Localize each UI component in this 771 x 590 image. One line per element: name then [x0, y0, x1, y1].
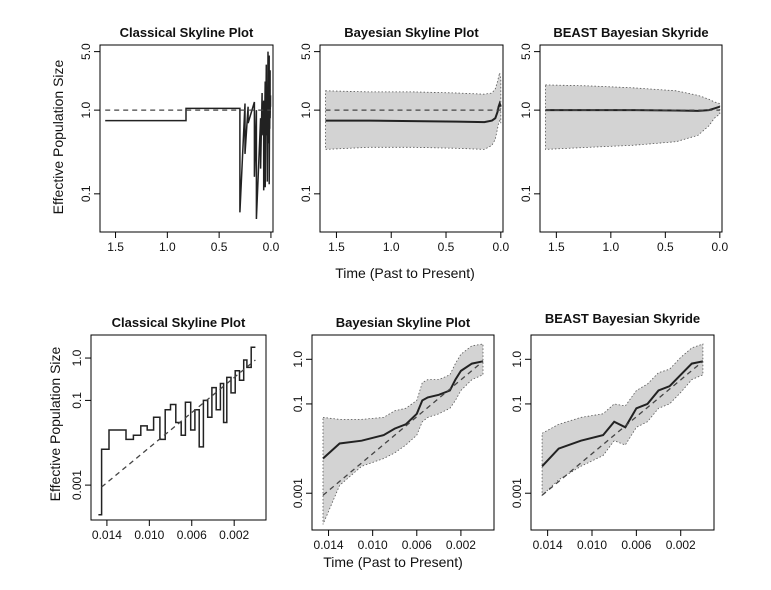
- y-tick-label: 0.001: [70, 470, 84, 500]
- panel-title: BEAST Bayesian Skyride: [553, 25, 708, 40]
- y-tick-label: 0.1: [510, 395, 524, 412]
- x-tick-label: 0.006: [402, 538, 432, 552]
- median-line: [322, 360, 484, 460]
- x-tick-label: 0.002: [666, 538, 696, 552]
- median-line: [325, 100, 502, 124]
- x-tick-label: 1.0: [602, 240, 619, 254]
- plot-area: [98, 346, 256, 516]
- y-tick-label: 0.1: [70, 392, 84, 409]
- chart-panel-3: BEAST Bayesian Skyride 1.5 1.0 0.5 0.0 0.1 1.0…: [519, 25, 728, 254]
- plot-frame: [99, 44, 274, 233]
- x-tick-label: 0.0: [263, 240, 280, 254]
- chart-panel-5: Bayesian Skyline Plot 0.014 0.010 0.006 0.00…: [291, 315, 495, 552]
- y-tick-label: 1.0: [70, 349, 84, 366]
- y-tick-label: 0.1: [299, 185, 313, 202]
- true-population-line: [541, 360, 704, 496]
- x-tick-label: 0.002: [446, 538, 476, 552]
- x-tick-label: 0.014: [314, 538, 344, 552]
- chart-panel-4: Classical Skyline Plot 0.014 0.010 0.006 0.0…: [70, 315, 267, 542]
- y-tick-label: 5.0: [299, 43, 313, 60]
- plot-frame: [90, 334, 267, 521]
- plot-frame: [319, 44, 504, 233]
- shared-ylabel-top: Effective Population Size: [50, 59, 66, 214]
- y-tick-label: 1.0: [299, 101, 313, 118]
- x-tick-label: 1.0: [159, 240, 176, 254]
- x-tick-label: 0.002: [219, 528, 249, 542]
- y-tick-label: 1.0: [519, 101, 533, 118]
- plot-frame: [539, 44, 723, 233]
- plot-area: [322, 343, 484, 525]
- plot-area: [541, 343, 704, 497]
- plot-frame: [530, 334, 715, 531]
- x-tick-label: 0.010: [134, 528, 164, 542]
- true-population-line: [101, 359, 256, 488]
- panel-title: BEAST Bayesian Skyride: [545, 311, 700, 326]
- x-tick-label: 1.0: [383, 240, 400, 254]
- x-tick-label: 0.5: [657, 240, 674, 254]
- x-tick-label: 1.5: [328, 240, 345, 254]
- skyline-step-line: [105, 51, 272, 220]
- x-tick-label: 1.5: [548, 240, 565, 254]
- y-tick-label: 1.0: [510, 351, 524, 368]
- panel-title: Bayesian Skyline Plot: [344, 25, 479, 40]
- y-tick-label: 0.001: [291, 478, 305, 508]
- x-tick-label: 0.014: [92, 528, 122, 542]
- chart-panel-1: Classical Skyline Plot 1.5 1.0 0.5 0.0 0.1 1.0…: [79, 25, 280, 254]
- credible-interval-band: [541, 343, 704, 497]
- y-tick-label: 0.1: [79, 185, 93, 202]
- plot-area: [325, 72, 502, 150]
- x-tick-label: 0.5: [438, 240, 455, 254]
- credible-interval-band: [322, 343, 484, 525]
- x-tick-label: 0.010: [577, 538, 607, 552]
- y-tick-label: 1.0: [291, 351, 305, 368]
- credible-interval-band: [325, 72, 502, 150]
- plot-area: [105, 51, 272, 220]
- plot-area: [545, 84, 721, 150]
- y-tick-label: 1.0: [79, 101, 93, 118]
- shared-xlabel-bottom: Time (Past to Present): [323, 554, 463, 570]
- plot-frame: [311, 334, 495, 531]
- panel-title: Bayesian Skyline Plot: [336, 315, 471, 330]
- y-tick-label: 5.0: [519, 43, 533, 60]
- x-tick-label: 1.5: [107, 240, 124, 254]
- median-line: [545, 105, 721, 112]
- x-tick-label: 0.0: [492, 240, 509, 254]
- x-tick-label: 0.014: [533, 538, 563, 552]
- chart-panel-6: BEAST Bayesian Skyride 0.014 0.010 0.006 0.0…: [510, 311, 715, 552]
- shared-xlabel-top: Time (Past to Present): [335, 265, 475, 281]
- y-tick-label: 0.001: [510, 478, 524, 508]
- y-tick-label: 0.1: [519, 185, 533, 202]
- chart-panel-2: Bayesian Skyline Plot 1.5 1.0 0.5 0.0 0.1 1.0 5…: [299, 25, 509, 254]
- true-population-line: [322, 360, 484, 496]
- y-tick-label: 5.0: [79, 43, 93, 60]
- x-tick-label: 0.006: [177, 528, 207, 542]
- credible-interval-band: [545, 84, 721, 150]
- x-tick-label: 0.5: [211, 240, 228, 254]
- panel-title: Classical Skyline Plot: [120, 25, 254, 40]
- panels: Classical Skyline Plot 1.5 1.0 0.5 0.0 0.1 1.0…: [70, 25, 728, 552]
- panel-title: Classical Skyline Plot: [112, 315, 246, 330]
- shared-ylabel-bottom: Effective Population Size: [47, 346, 63, 501]
- x-tick-label: 0.0: [711, 240, 728, 254]
- skyline-step-line: [98, 346, 256, 516]
- x-tick-label: 0.010: [358, 538, 388, 552]
- x-tick-label: 0.006: [621, 538, 651, 552]
- median-line: [541, 360, 704, 467]
- y-tick-label: 0.1: [291, 395, 305, 412]
